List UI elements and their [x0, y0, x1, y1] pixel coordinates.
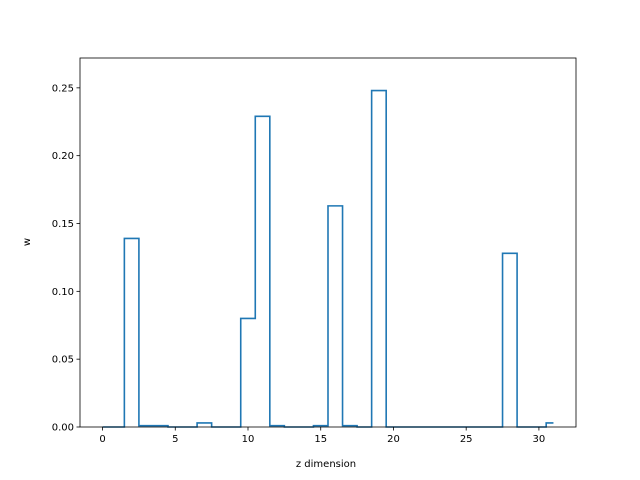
y-tick-label: 0.25 — [52, 83, 74, 94]
y-tick-label: 0.20 — [52, 151, 74, 162]
y-axis-label: w — [22, 238, 33, 246]
axes-frame — [79, 57, 577, 428]
y-tick-label: 0.00 — [52, 423, 74, 434]
y-tick-label: 0.10 — [52, 287, 74, 298]
x-tick-label: 20 — [387, 434, 400, 445]
x-tick-label: 25 — [460, 434, 473, 445]
y-tick-label: 0.05 — [52, 355, 74, 366]
x-axis-label: z dimension — [296, 459, 356, 470]
plot-area — [79, 57, 577, 428]
x-tick-label: 5 — [172, 434, 178, 445]
x-tick-label: 0 — [99, 434, 105, 445]
x-tick-label: 10 — [242, 434, 255, 445]
x-axis: 0 5 10 15 20 25 30 — [99, 427, 545, 445]
x-tick-label: 15 — [314, 434, 327, 445]
y-tick-label: 0.15 — [52, 219, 74, 230]
x-tick-label: 30 — [533, 434, 546, 445]
y-axis: 0.00 0.05 0.10 0.15 0.20 0.25 — [52, 83, 80, 434]
